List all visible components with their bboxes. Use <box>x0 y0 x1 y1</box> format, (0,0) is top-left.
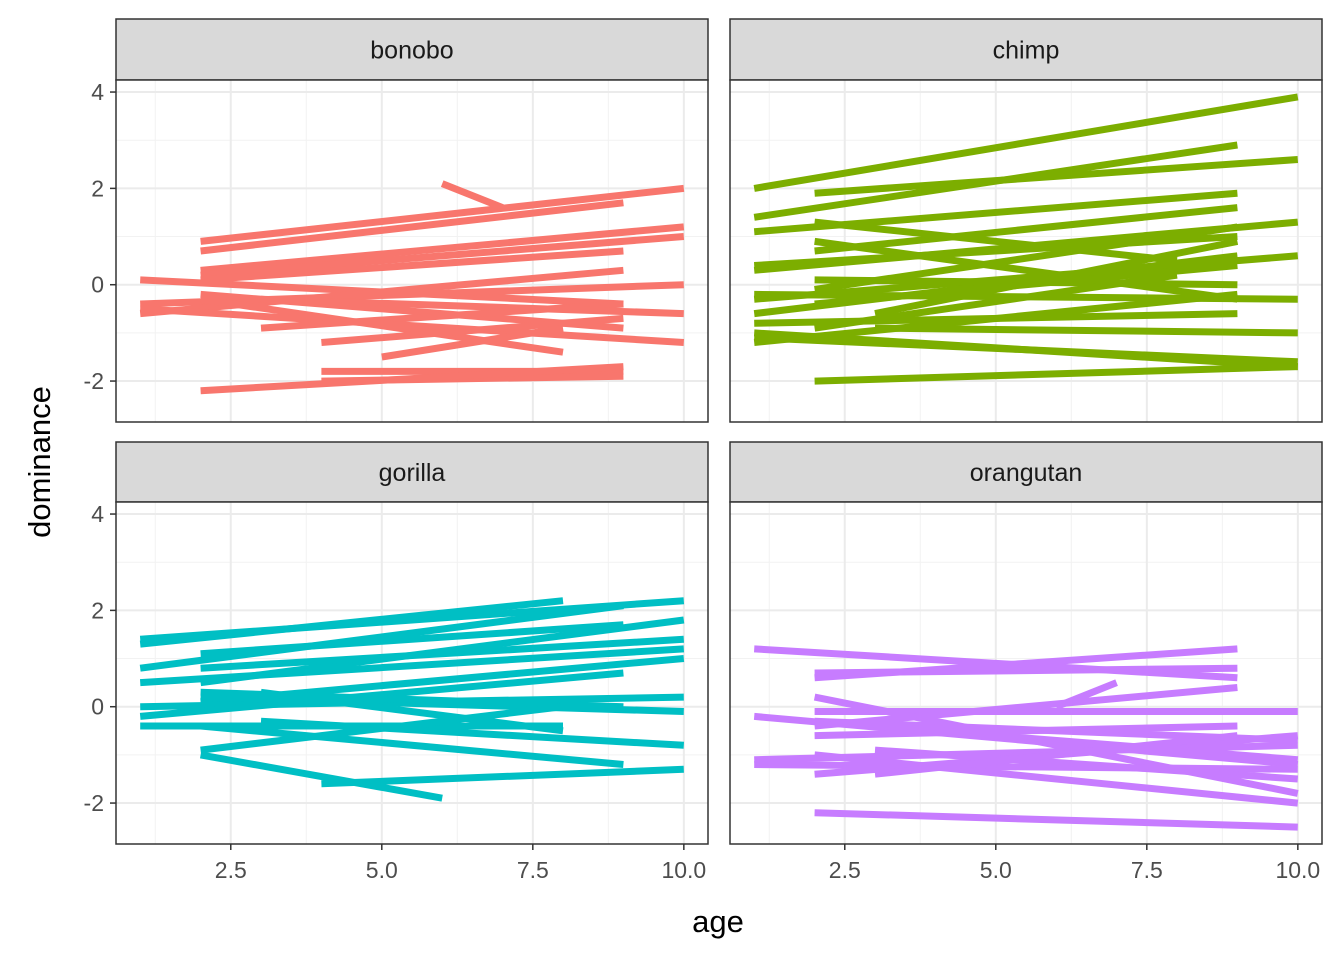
facet-orangutan: orangutan <box>729 441 1323 845</box>
panel-border <box>729 501 1323 845</box>
series-line <box>200 363 624 395</box>
y-tick-label: 0 <box>91 694 104 720</box>
series-line <box>814 809 1298 831</box>
series-line <box>200 295 564 356</box>
series-line <box>814 271 1178 332</box>
facet-bonobo: bonobo <box>115 18 709 423</box>
x-tick-label: 5.0 <box>980 857 1012 883</box>
series-line <box>754 334 1298 366</box>
y-tick-label: 4 <box>91 79 104 105</box>
series-line <box>200 223 685 274</box>
x-tick-label: 2.5 <box>215 857 247 883</box>
series-line <box>874 746 1299 783</box>
series-line <box>814 684 1238 730</box>
panel-border <box>115 79 709 423</box>
panel-border <box>115 501 709 845</box>
series-lines <box>139 180 685 395</box>
series-lines <box>753 93 1299 385</box>
series-line <box>381 324 564 361</box>
series-line <box>200 184 685 245</box>
series-line <box>200 635 685 672</box>
series-line <box>814 722 1238 740</box>
series-line <box>813 693 1299 797</box>
facet-strip <box>115 441 709 503</box>
y-tick-label: 2 <box>91 597 104 623</box>
series-line <box>260 295 684 318</box>
series-line <box>139 645 685 687</box>
x-axes: 2.5 5.0 7.5 10.0 2.5 5.0 7.5 10.0 <box>215 844 1320 883</box>
facet-strip-label: bonobo <box>370 37 453 65</box>
series-line <box>139 305 685 346</box>
y-tick-label: 4 <box>91 501 104 527</box>
series-line <box>753 93 1299 192</box>
series-line <box>200 199 624 255</box>
x-tick-label: 10.0 <box>1275 857 1320 883</box>
facet-strip <box>729 441 1323 503</box>
x-tick-label: 2.5 <box>829 857 861 883</box>
series-line <box>814 218 1178 265</box>
series-line <box>814 156 1299 197</box>
series-line <box>754 761 1298 773</box>
facet-strip <box>115 18 709 81</box>
y-axes: -2 0 2 4 -2 0 2 4 <box>84 79 116 816</box>
facet-panels: bonobo chimp gorilla orangutan <box>115 18 1323 845</box>
facet-chimp: chimp <box>729 18 1323 423</box>
facet-strip-label: chimp <box>993 37 1060 65</box>
series-line <box>260 688 564 735</box>
series-lines <box>139 597 685 802</box>
y-tick-label: -2 <box>84 368 104 394</box>
x-axis-title: age <box>692 904 744 939</box>
series-line <box>874 722 1299 764</box>
facet-strip-label: gorilla <box>379 459 446 487</box>
series-line <box>200 703 564 754</box>
series-line <box>874 324 1298 337</box>
series-line <box>874 732 1238 778</box>
series-line <box>199 751 443 802</box>
series-line <box>139 669 624 720</box>
series-line <box>139 602 624 672</box>
facet-gorilla: gorilla <box>115 441 709 845</box>
series-line <box>814 223 1238 293</box>
series-line <box>753 290 1238 346</box>
y-axis-title: dominance <box>22 386 57 538</box>
facet-strip-label: orangutan <box>970 459 1083 487</box>
series-line <box>874 237 1239 318</box>
y-tick-label: -2 <box>84 790 104 816</box>
y-tick-label: 2 <box>91 175 104 201</box>
series-line <box>200 247 624 284</box>
x-tick-label: 7.5 <box>1131 857 1163 883</box>
series-line <box>440 180 504 211</box>
series-line <box>814 751 1299 807</box>
series-line <box>814 237 1238 303</box>
series-line <box>139 597 564 648</box>
x-tick-label: 7.5 <box>517 857 549 883</box>
series-line <box>200 233 685 279</box>
series-line <box>321 314 624 346</box>
series-lines <box>753 645 1299 831</box>
series-line <box>139 266 624 318</box>
series-line <box>814 204 1238 255</box>
x-tick-label: 5.0 <box>366 857 398 883</box>
series-line <box>814 363 1298 385</box>
panel-border <box>729 79 1323 423</box>
x-tick-label: 10.0 <box>661 857 706 883</box>
series-line <box>321 765 684 788</box>
series-line <box>200 722 624 768</box>
series-line <box>814 664 1238 677</box>
y-tick-label: 0 <box>91 272 104 298</box>
series-line <box>260 717 684 749</box>
